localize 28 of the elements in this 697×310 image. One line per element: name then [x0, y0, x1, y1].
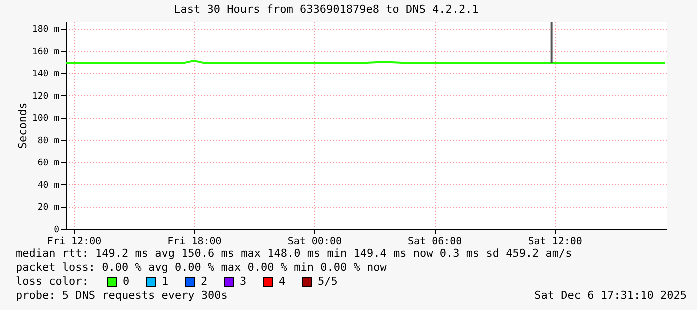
y-tick-label: 120 m — [32, 92, 60, 102]
text: Sat Dec 6 17:31:10 2025 — [534, 289, 687, 302]
y-axis-title: Seconds — [16, 102, 30, 150]
chart-title: Last 30 Hours from 6336901879e8 to DNS 4.2.2.1 — [174, 3, 479, 16]
y-tick-label: 80 m — [38, 136, 60, 146]
text: median rtt: 149.2 ms avg 150.6 ms max 148.0 ms min 149.4 ms now 0.3 ms sd 459.2 am/s — [16, 247, 572, 260]
x-tick-label: Sat 12:00 — [528, 236, 582, 248]
legend-label: 1 — [162, 275, 169, 288]
text: probe: 5 DNS requests every 300s — [16, 289, 228, 302]
text: packet loss: 0.00 % avg 0.00 % max 0.00 % min 0.00 % now — [16, 261, 388, 274]
y-tick-label: 100 m — [32, 114, 60, 124]
legend-label: 2 — [201, 275, 208, 288]
y-tick-label: 20 m — [38, 203, 60, 214]
legend-label: 3 — [240, 275, 247, 288]
x-tick-label: Fri 12:00 — [47, 236, 102, 248]
legend-label: 5/5 — [318, 275, 338, 288]
y-tick-label: 40 m — [38, 180, 60, 191]
y-tick-label: 160 m — [32, 47, 60, 58]
x-tick-label: Fri 18:00 — [168, 236, 222, 248]
y-tick-label: 180 m — [32, 25, 60, 36]
legend-label: 0 — [123, 275, 130, 288]
y-tick-label: 60 m — [38, 158, 60, 169]
y-tick-label: 140 m — [32, 70, 60, 80]
y-tick-label: 0 — [54, 226, 60, 236]
x-tick-label: Sat 06:00 — [408, 236, 462, 248]
x-tick-label: Sat 00:00 — [288, 236, 342, 248]
text: loss color: — [16, 275, 89, 288]
legend-label: 4 — [279, 275, 286, 288]
